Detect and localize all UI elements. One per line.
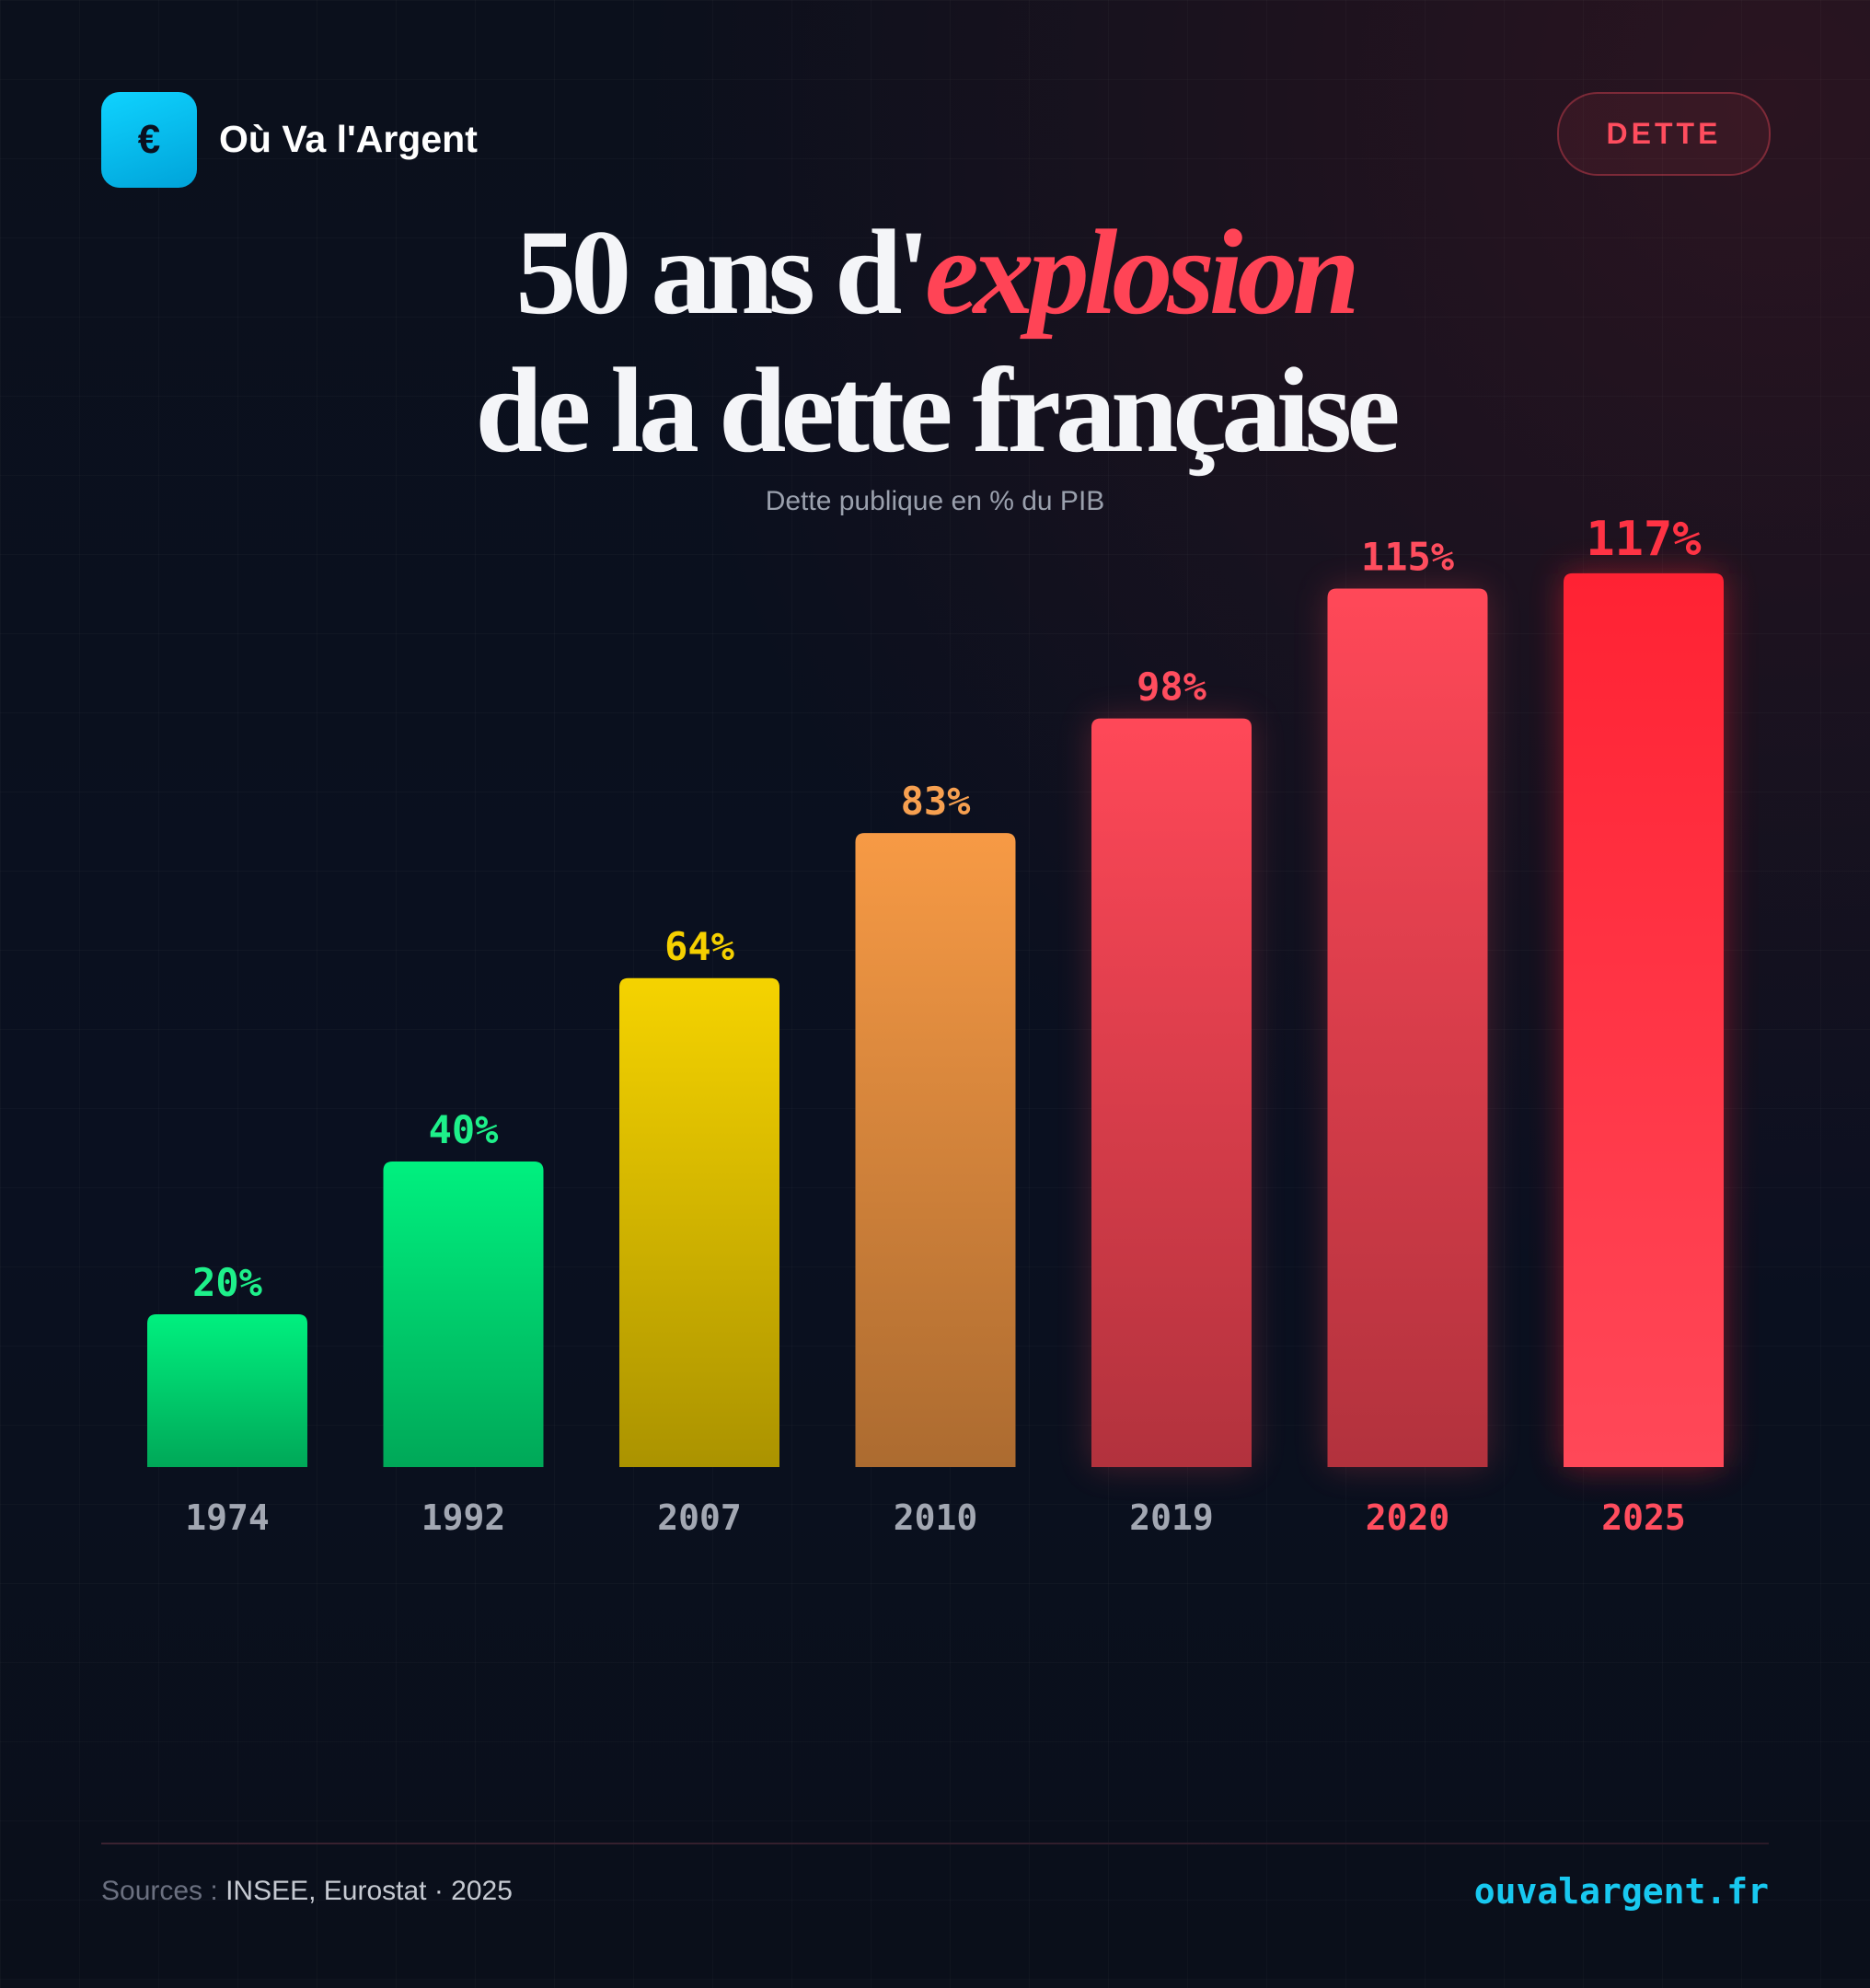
- x-tick-label: 1992: [421, 1497, 506, 1538]
- value-label: 115%: [1361, 535, 1454, 580]
- value-label: 98%: [1137, 665, 1206, 710]
- value-label: 64%: [664, 924, 734, 969]
- bar-2007: [619, 977, 779, 1467]
- subtitle: Dette publique en % du PIB: [765, 486, 1105, 516]
- bar-1992: [383, 1162, 544, 1467]
- title-line-2: de la dette française: [475, 342, 1400, 478]
- brand-name: Où Va l'Argent: [219, 118, 478, 160]
- title-prefix: 50 ans d': [515, 204, 930, 340]
- category-tag: DETTE: [1557, 92, 1771, 176]
- sources: Sources : INSEE, Eurostat · 2025: [101, 1876, 513, 1907]
- bar-2025: [1564, 572, 1724, 1467]
- value-label: 40%: [429, 1107, 499, 1152]
- sources-label: Sources :: [101, 1876, 218, 1906]
- title-accent: explosion: [925, 204, 1360, 340]
- value-label: 20%: [192, 1260, 262, 1305]
- logo-symbol: €: [137, 117, 161, 162]
- bar-2020: [1327, 588, 1488, 1467]
- bar-2010: [855, 833, 1016, 1467]
- x-tick-label: 2010: [894, 1497, 978, 1538]
- x-tick-label: 2007: [657, 1497, 742, 1538]
- bar-2019: [1091, 718, 1252, 1467]
- x-tick-label: 2020: [1366, 1497, 1450, 1538]
- value-label: 83%: [901, 779, 971, 824]
- bar-1974: [147, 1314, 307, 1467]
- x-tick-label: 1974: [185, 1497, 270, 1538]
- value-label: 117%: [1586, 512, 1701, 567]
- x-tick-label: 2019: [1129, 1497, 1214, 1538]
- footer-divider: [101, 1843, 1769, 1844]
- x-tick-label: 2025: [1601, 1497, 1686, 1538]
- website-link[interactable]: ouvalargent.fr: [1473, 1871, 1769, 1912]
- sources-text: INSEE, Eurostat · 2025: [225, 1876, 513, 1906]
- euro-icon: €: [101, 92, 197, 188]
- title-line-1: 50 ans d'explosion: [0, 212, 1870, 333]
